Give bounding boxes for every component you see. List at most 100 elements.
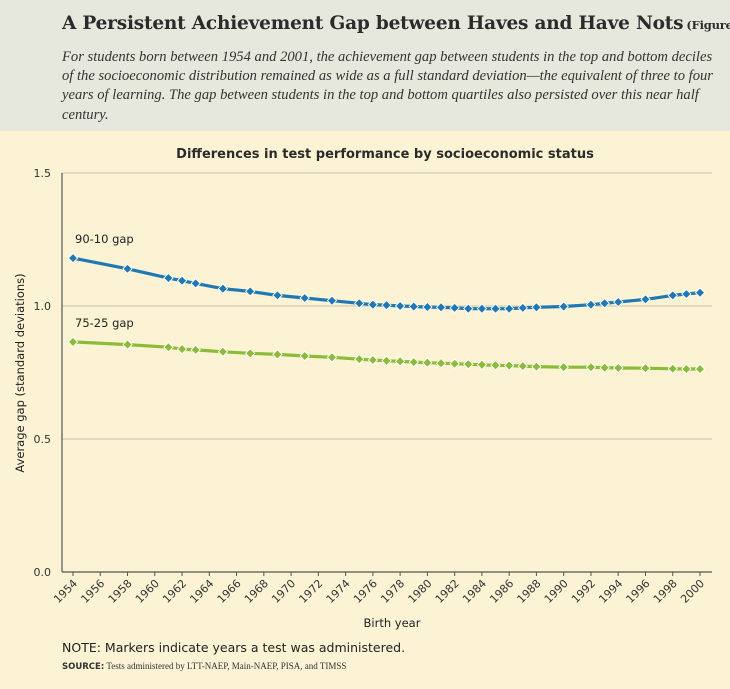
data-point-marker [381, 299, 392, 311]
y-tick-label: 1.0 [34, 300, 52, 313]
data-point-marker [163, 272, 174, 284]
data-point-marker [449, 302, 460, 314]
data-point-marker [558, 361, 569, 373]
data-point-marker [490, 360, 501, 371]
data-point-marker [244, 286, 256, 297]
y-tick-label: 0.5 [34, 433, 52, 446]
data-point-marker [558, 301, 569, 312]
data-point-marker [463, 303, 474, 314]
series-group: 90-10 gap 75-25 gap [67, 232, 706, 375]
data-point-marker [354, 353, 365, 365]
data-point-marker [503, 303, 515, 314]
source-label: SOURCE: [62, 662, 105, 672]
data-point-marker [217, 346, 229, 357]
data-point-marker [367, 354, 379, 366]
data-point-marker [272, 349, 283, 360]
data-point-marker [531, 302, 542, 313]
data-point-marker [585, 299, 597, 310]
data-point-marker [354, 298, 365, 309]
data-point-marker [694, 287, 706, 298]
data-point-marker [381, 355, 392, 367]
data-point-marker [449, 358, 460, 369]
data-point-marker [163, 341, 174, 353]
data-point-marker [599, 298, 610, 309]
data-point-marker [517, 360, 529, 372]
y-tick-labels: 0.0 0.5 1.0 1.5 [34, 167, 52, 579]
figure-label: (Figure 1) [686, 18, 730, 32]
x-tick-label: 1974 [324, 577, 353, 606]
data-point-marker [326, 352, 338, 363]
x-tick-label: 1980 [406, 577, 435, 606]
data-point-marker [272, 290, 283, 301]
data-point-marker [681, 288, 692, 300]
x-tick-labels: 1954195619581960196219641966196819701972… [51, 572, 707, 606]
data-point-marker [463, 359, 474, 370]
x-tick-label: 1976 [351, 577, 380, 606]
data-point-marker [435, 357, 447, 369]
data-point-marker [299, 292, 310, 304]
data-point-marker [612, 296, 624, 308]
x-tick-label: 1988 [515, 577, 544, 606]
header-band [0, 0, 730, 131]
x-tick-label: 1984 [460, 577, 489, 606]
x-tick-label: 1972 [296, 577, 325, 606]
x-tick-label: 1990 [542, 577, 571, 606]
y-tick-label: 0.0 [34, 566, 52, 579]
data-point-marker [217, 283, 229, 294]
data-point-marker [67, 252, 79, 264]
series-label: 90-10 gap [75, 232, 134, 246]
data-point-marker [122, 263, 133, 274]
data-point-marker [190, 344, 201, 356]
series-75-25: 75-25 gap [67, 316, 706, 375]
data-point-marker [67, 336, 79, 348]
data-point-marker [422, 357, 433, 368]
x-tick-label: 1960 [133, 577, 162, 606]
data-point-marker [176, 343, 188, 355]
x-tick-label: 1978 [378, 577, 407, 606]
chart-source: SOURCE: Tests administered by LTT-NAEP, … [62, 661, 346, 672]
x-tick-label: 2000 [678, 577, 707, 606]
page-subtitle: For students born between 1954 and 2001,… [62, 49, 713, 123]
data-point-marker [122, 339, 133, 350]
data-point-marker [422, 301, 433, 313]
x-tick-label: 1996 [624, 577, 653, 606]
series-90-10: 90-10 gap [67, 232, 706, 314]
x-tick-label: 1956 [78, 577, 107, 606]
x-tick-label: 1964 [187, 577, 216, 606]
data-point-marker [394, 356, 406, 367]
x-tick-label: 1992 [569, 577, 598, 606]
data-point-marker [408, 301, 419, 312]
data-point-marker [585, 361, 597, 373]
data-point-marker [640, 294, 651, 305]
y-axis-label: Average gap (standard deviations) [13, 273, 27, 472]
x-tick-label: 1968 [242, 577, 271, 606]
x-tick-label: 1986 [487, 577, 516, 606]
data-point-marker [490, 303, 501, 314]
data-point-marker [612, 362, 624, 374]
x-tick-label: 1966 [215, 577, 244, 606]
x-tick-label: 1962 [160, 577, 189, 606]
x-tick-label: 1958 [106, 577, 135, 606]
data-point-marker [476, 359, 488, 371]
data-point-marker [476, 303, 488, 314]
data-point-marker [326, 295, 338, 306]
data-point-marker [190, 278, 201, 289]
series-label: 75-25 gap [75, 316, 134, 330]
title-text: A Persistent Achievement Gap between Hav… [62, 13, 684, 34]
data-point-marker [599, 362, 610, 373]
source-text: Tests administered by LTT-NAEP, Main-NAE… [106, 661, 347, 671]
data-point-marker [694, 363, 706, 375]
grid-lines [61, 172, 712, 573]
data-point-marker [176, 275, 188, 286]
x-tick-label: 1994 [596, 577, 625, 606]
data-point-marker [531, 361, 542, 372]
x-tick-label: 1954 [51, 577, 80, 606]
data-point-marker [517, 302, 529, 314]
chart-note: NOTE: Markers indicate years a test was … [62, 640, 406, 655]
x-tick-label: 1998 [651, 577, 680, 606]
page-title: A Persistent Achievement Gap between Hav… [62, 13, 730, 34]
chart-title: Differences in test performance by socio… [176, 147, 594, 162]
data-point-marker [435, 302, 447, 313]
data-point-marker [667, 290, 678, 301]
data-point-marker [408, 356, 419, 368]
